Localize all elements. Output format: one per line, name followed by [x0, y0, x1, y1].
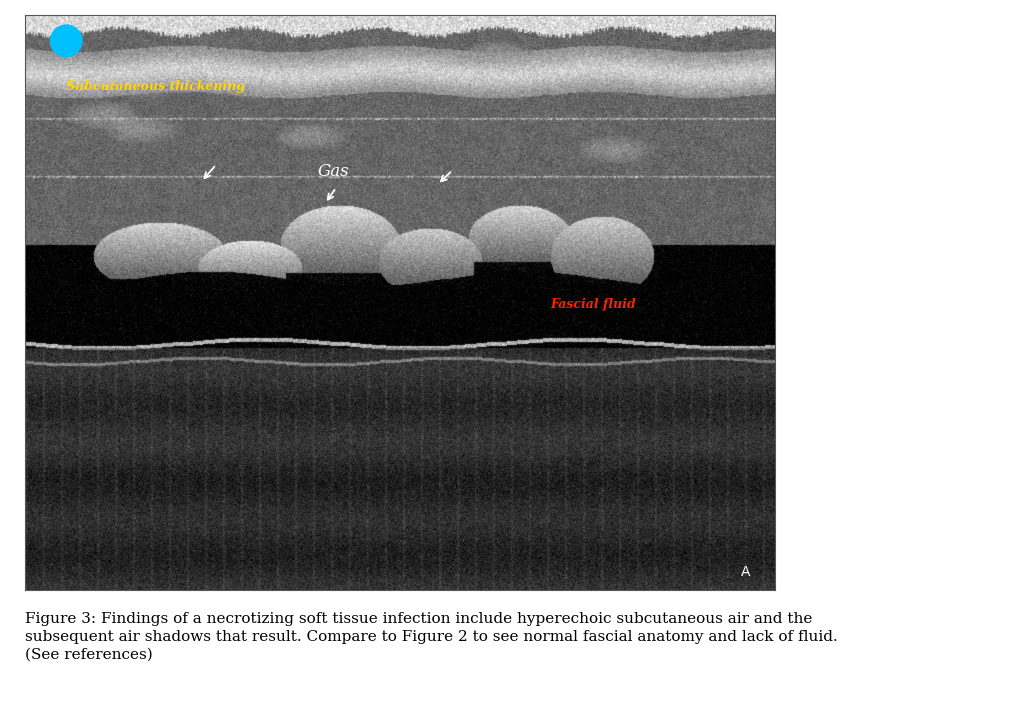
- Text: (See references): (See references): [25, 648, 153, 662]
- Text: Figure 3: Findings of a necrotizing soft tissue infection include hyperechoic su: Figure 3: Findings of a necrotizing soft…: [25, 612, 812, 626]
- Text: Gas: Gas: [317, 163, 349, 180]
- Text: subsequent air shadows that result. Compare to Figure 2 to see normal fascial an: subsequent air shadows that result. Comp…: [25, 630, 838, 644]
- Text: A: A: [741, 565, 751, 579]
- Text: Subcutaneous thickening: Subcutaneous thickening: [67, 80, 246, 92]
- Text: Fascial fluid: Fascial fluid: [550, 298, 636, 311]
- Ellipse shape: [50, 25, 82, 56]
